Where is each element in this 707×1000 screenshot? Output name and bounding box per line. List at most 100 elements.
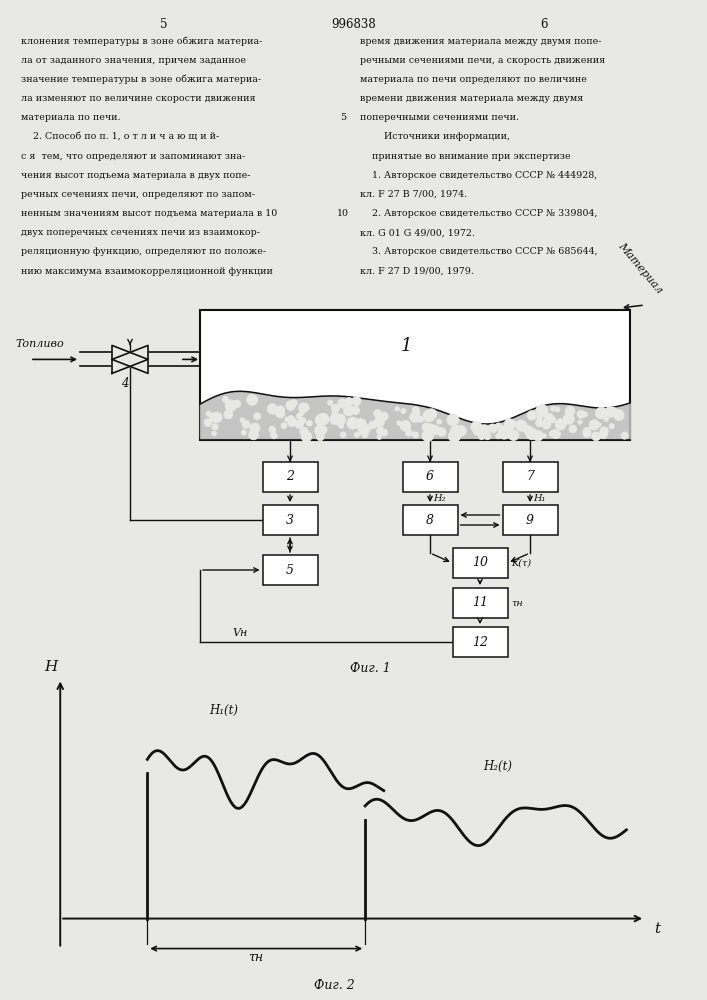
Circle shape [488, 424, 497, 433]
Circle shape [319, 426, 327, 434]
Text: 2. Авторское свидетельство СССР № 339804,: 2. Авторское свидетельство СССР № 339804… [361, 209, 598, 218]
Circle shape [395, 407, 399, 411]
Circle shape [578, 420, 582, 424]
Text: 7: 7 [526, 471, 534, 484]
Circle shape [285, 417, 290, 422]
Circle shape [609, 424, 614, 429]
Circle shape [271, 433, 275, 437]
Circle shape [450, 425, 462, 437]
Text: 996838: 996838 [331, 18, 376, 31]
Circle shape [498, 426, 508, 435]
Circle shape [438, 428, 446, 436]
Circle shape [254, 413, 261, 420]
Circle shape [377, 435, 382, 439]
Circle shape [532, 413, 536, 418]
Circle shape [536, 419, 543, 427]
Text: K(τ): K(τ) [511, 558, 532, 568]
Circle shape [223, 396, 228, 403]
Circle shape [250, 423, 260, 433]
Text: 5: 5 [160, 18, 168, 31]
Text: 11: 11 [472, 596, 488, 609]
Text: двух поперечных сечениях печи из взаимокор-: двух поперечных сечениях печи из взаимок… [21, 228, 260, 237]
Text: 2. Способ по п. 1, о т л и ч а ю щ и й-: 2. Способ по п. 1, о т л и ч а ю щ и й- [21, 132, 219, 141]
Text: принятые во внимание при экспертизе: принятые во внимание при экспертизе [361, 152, 571, 161]
Circle shape [225, 400, 237, 411]
Circle shape [501, 426, 513, 437]
Circle shape [479, 428, 489, 438]
Circle shape [539, 409, 544, 413]
Circle shape [288, 416, 295, 423]
Text: 6: 6 [426, 471, 434, 484]
Circle shape [526, 428, 537, 440]
Circle shape [291, 400, 298, 406]
Bar [452, 588, 508, 618]
Text: ла от заданного значения, причем заданное: ла от заданного значения, причем заданно… [21, 56, 246, 65]
Circle shape [549, 430, 556, 437]
Circle shape [287, 417, 296, 427]
Circle shape [477, 429, 485, 437]
Circle shape [355, 419, 366, 430]
Text: 5: 5 [340, 113, 346, 122]
Circle shape [448, 430, 460, 442]
Text: H₂(t): H₂(t) [484, 760, 513, 773]
Circle shape [583, 412, 588, 417]
Circle shape [496, 423, 501, 429]
Circle shape [565, 406, 575, 416]
Circle shape [286, 401, 296, 410]
Circle shape [437, 427, 441, 431]
Circle shape [401, 409, 406, 414]
Text: H₂: H₂ [433, 494, 445, 503]
Text: Материал: Материал [616, 240, 664, 295]
Circle shape [501, 426, 507, 431]
Circle shape [496, 433, 501, 439]
Circle shape [563, 413, 574, 424]
Circle shape [422, 430, 433, 442]
Circle shape [536, 404, 548, 416]
Text: речными сечениями печи, а скорость движения: речными сечениями печи, а скорость движе… [361, 56, 605, 65]
Text: поперечными сечениями печи.: поперечными сечениями печи. [361, 113, 519, 122]
Circle shape [450, 430, 461, 441]
Circle shape [344, 405, 354, 416]
Circle shape [508, 430, 519, 441]
Text: 12: 12 [472, 636, 488, 648]
Circle shape [301, 403, 309, 411]
Circle shape [604, 417, 609, 421]
Text: 3. Авторское свидетельство СССР № 685644,: 3. Авторское свидетельство СССР № 685644… [361, 247, 598, 256]
Circle shape [429, 425, 439, 435]
Text: ненным значениям высот подъема материала в 10: ненным значениям высот подъема материала… [21, 209, 277, 218]
Text: 10: 10 [472, 556, 488, 570]
Circle shape [484, 433, 491, 440]
Text: кл. F 27 B 7/00, 1974.: кл. F 27 B 7/00, 1974. [361, 190, 467, 199]
Bar [402, 462, 457, 492]
Circle shape [298, 403, 308, 412]
Text: чения высот подъема материала в двух попе-: чения высот подъема материала в двух поп… [21, 171, 250, 180]
Circle shape [600, 431, 607, 439]
Circle shape [577, 410, 585, 418]
Text: H₁: H₁ [533, 494, 545, 503]
Circle shape [422, 423, 430, 431]
Text: τн: τн [511, 598, 523, 607]
Text: 2: 2 [286, 471, 294, 484]
Circle shape [527, 411, 537, 420]
Circle shape [596, 412, 600, 417]
Text: времени движения материала между двумя: времени движения материала между двумя [361, 94, 584, 103]
Circle shape [277, 406, 284, 413]
Circle shape [555, 419, 566, 430]
Circle shape [533, 430, 544, 441]
Text: 4: 4 [121, 377, 129, 390]
Circle shape [296, 413, 302, 419]
Circle shape [301, 431, 312, 442]
Circle shape [339, 423, 344, 428]
Circle shape [551, 406, 556, 411]
Circle shape [524, 426, 532, 434]
Circle shape [498, 428, 510, 439]
Circle shape [347, 417, 358, 429]
Bar [262, 505, 317, 535]
Circle shape [605, 407, 616, 417]
Circle shape [542, 434, 547, 438]
Text: время движения материала между двумя попе-: время движения материала между двумя поп… [361, 37, 602, 46]
Circle shape [317, 416, 325, 423]
Circle shape [358, 424, 370, 435]
Bar [262, 555, 317, 585]
Text: τн: τн [249, 951, 264, 964]
